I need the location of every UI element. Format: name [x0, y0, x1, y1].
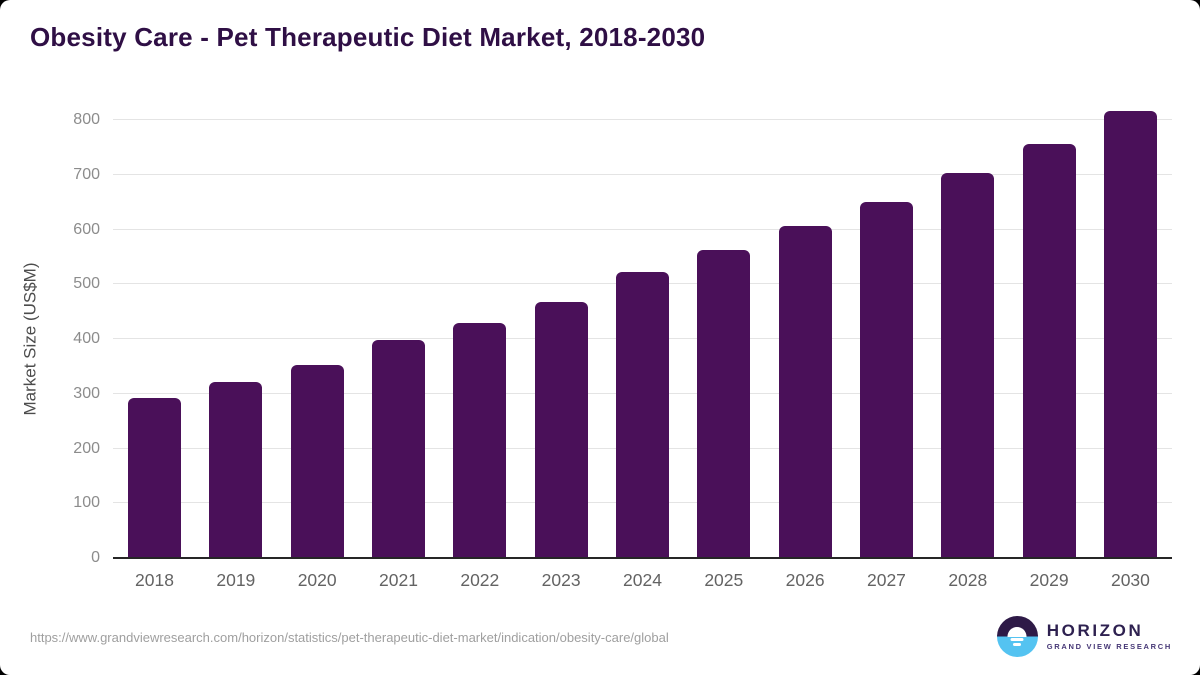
x-tick-label-2020: 2020: [297, 570, 337, 590]
bar-column-2029: 2029: [1022, 80, 1076, 590]
x-tick-label-2019: 2019: [216, 570, 256, 590]
bar-chart: 2018 2019 2020 2021 2022 2023 2024 2025 2026 2027…: [113, 111, 1172, 590]
bar-2023[interactable]: [534, 302, 588, 558]
logo-text: HORIZON GRAND VIEW RESEARCH: [1046, 620, 1172, 652]
gridline-800: [113, 119, 1172, 120]
bar-column-2026: 2026: [778, 80, 832, 590]
x-axis-line: [113, 557, 1172, 559]
bar-column-2019: 2019: [209, 80, 263, 590]
bar-2021[interactable]: [371, 340, 425, 558]
bar-2028[interactable]: [941, 173, 995, 558]
bar-2029[interactable]: [1022, 144, 1076, 558]
x-tick-label-2023: 2023: [541, 570, 581, 590]
x-tick-label-2024: 2024: [623, 570, 662, 590]
bar-2019[interactable]: [209, 382, 263, 558]
horizon-logo-icon: [996, 616, 1038, 657]
sunrise-dome-icon: [1007, 626, 1027, 637]
bar-column-2024: 2024: [615, 80, 669, 590]
x-tick-label-2028: 2028: [948, 570, 988, 590]
gridline-700: [113, 173, 1172, 175]
bar-column-2023: 2023: [534, 80, 588, 590]
y-tick-label-300: 300: [73, 384, 100, 402]
water-line-icon: [1013, 643, 1022, 646]
y-axis-tick-labels: 0 100 200 300 400 500 600 700 800: [0, 111, 100, 566]
bar-2018[interactable]: [128, 398, 181, 558]
y-tick-label-600: 600: [73, 220, 100, 238]
x-tick-label-2029: 2029: [1029, 570, 1069, 590]
x-tick-label-2025: 2025: [704, 570, 744, 590]
bar-column-2025: 2025: [697, 80, 751, 590]
x-tick-label-2018: 2018: [135, 570, 174, 590]
bar-column-2028: 2028: [941, 80, 995, 590]
x-tick-label-2027: 2027: [866, 570, 906, 590]
bar-2026[interactable]: [778, 226, 832, 558]
bar-2027[interactable]: [859, 202, 913, 558]
bar-column-2030: 2030: [1103, 80, 1157, 590]
bars-container: 2018 2019 2020 2021 2022 2023 2024 2025 2026 2027…: [113, 80, 1172, 590]
y-tick-label-800: 800: [73, 111, 100, 128]
x-tick-label-2026: 2026: [785, 570, 825, 590]
y-tick-label-0: 0: [91, 549, 100, 566]
logo-brand-name: HORIZON: [1046, 620, 1144, 640]
bar-column-2027: 2027: [859, 80, 913, 590]
y-tick-label-400: 400: [73, 330, 100, 347]
bar-2020[interactable]: [290, 365, 344, 558]
source-url: https://www.grandviewresearch.com/horizo…: [30, 630, 669, 645]
gridline-600: [113, 228, 1172, 230]
bar-2030[interactable]: [1103, 111, 1157, 558]
x-tick-label-2021: 2021: [379, 570, 418, 590]
x-tick-label-2030: 2030: [1110, 570, 1150, 590]
bar-column-2022: 2022: [453, 80, 507, 590]
bar-2022[interactable]: [453, 323, 507, 558]
water-line-icon: [1010, 638, 1024, 641]
page-title: Obesity Care - Pet Therapeutic Diet Mark…: [30, 22, 706, 52]
y-tick-label-100: 100: [73, 494, 100, 512]
horizon-logo: HORIZON GRAND VIEW RESEARCH: [996, 616, 1172, 657]
x-tick-label-2022: 2022: [460, 570, 500, 590]
logo-brand-subtitle: GRAND VIEW RESEARCH: [1046, 642, 1172, 652]
y-tick-label-700: 700: [73, 165, 100, 183]
bar-column-2020: 2020: [290, 80, 344, 590]
bar-column-2018: 2018: [128, 80, 181, 590]
y-tick-label-500: 500: [73, 275, 100, 293]
bar-2025[interactable]: [697, 250, 751, 558]
bar-column-2021: 2021: [371, 80, 425, 590]
bar-2024[interactable]: [615, 272, 669, 558]
y-tick-label-200: 200: [73, 439, 100, 457]
